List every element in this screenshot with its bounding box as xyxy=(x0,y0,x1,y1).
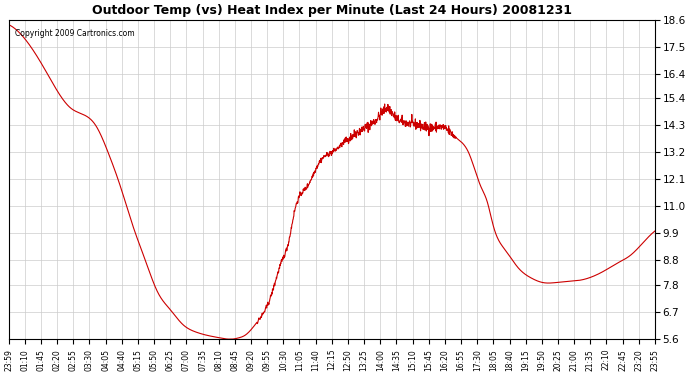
Text: Copyright 2009 Cartronics.com: Copyright 2009 Cartronics.com xyxy=(15,29,135,38)
Title: Outdoor Temp (vs) Heat Index per Minute (Last 24 Hours) 20081231: Outdoor Temp (vs) Heat Index per Minute … xyxy=(92,4,572,17)
